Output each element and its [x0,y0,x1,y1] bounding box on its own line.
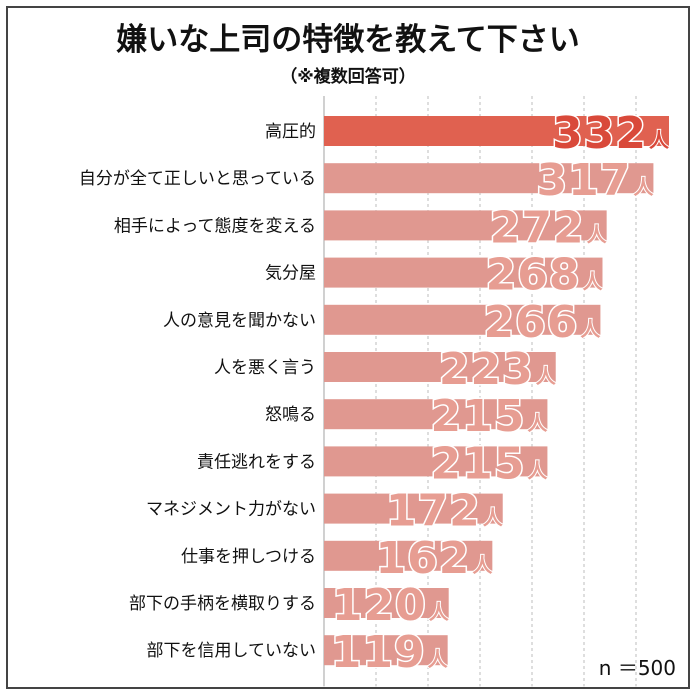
bar [324,540,493,571]
chart-frame: 嫌いな上司の特徴を教えて下さい （※複数回答可） 高圧的自分が全て正しいと思って… [6,6,690,689]
unit-label: 人 [527,458,548,482]
category-label: マネジメント力がない [146,500,316,520]
chart-title: 嫌いな上司の特徴を教えて下さい [116,22,579,58]
value-label: 120 [332,580,427,631]
bar [324,352,556,382]
bar [324,635,448,666]
bar [324,446,548,477]
bar [324,257,603,288]
unit-label: 人 [582,270,603,294]
category-label: 責任逃れをする [197,452,316,472]
bar [324,399,548,430]
category-label: 相手によって態度を変える [114,216,316,236]
value-label: 162 [375,533,470,584]
category-label: 気分屋 [265,264,316,284]
bar [324,493,503,524]
sample-size-note: n ＝500 [599,656,676,680]
unit-label: 人 [580,317,601,341]
bar [324,163,654,194]
category-label: 仕事を押しつける [181,547,316,567]
unit-label: 人 [472,553,493,577]
value-label: 268 [486,250,581,301]
unit-label: 人 [483,506,504,530]
value-label: 317 [537,155,632,206]
category-labels: 高圧的自分が全て正しいと思っている相手によって態度を変える気分屋人の意見を聞かな… [79,122,316,661]
category-label: 人の意見を聞かない [163,311,316,331]
value-label: 272 [490,202,585,253]
bar [324,588,449,618]
unit-label: 人 [649,128,670,152]
bars [324,116,669,666]
category-label: 部下の手柄を横取りする [129,594,316,614]
bar [324,304,601,335]
bar [324,116,669,146]
category-label: 部下を信用していない [147,641,317,661]
value-label: 119 [331,627,426,678]
unit-label: 人 [429,600,450,624]
value-label: 172 [386,486,481,537]
bar [324,210,607,241]
unit-label: 人 [527,411,548,435]
bar-chart: 嫌いな上司の特徴を教えて下さい （※複数回答可） 高圧的自分が全て正しいと思って… [79,22,676,687]
value-label: 215 [431,391,526,442]
value-label: 223 [439,344,534,395]
value-label: 215 [431,438,526,489]
unit-label: 人 [536,364,557,388]
category-label: 人を悪く言う [214,358,316,378]
unit-label: 人 [633,175,654,199]
category-label: 高圧的 [265,122,316,142]
unit-label: 人 [587,222,608,246]
unit-label: 人 [428,647,449,671]
value-label: 266 [484,297,579,348]
chart-subtitle: （※複数回答可） [280,66,416,87]
category-label: 自分が全て正しいと思っている [79,169,316,189]
value-label: 332 [552,108,647,159]
category-label: 怒鳴る [265,405,316,425]
